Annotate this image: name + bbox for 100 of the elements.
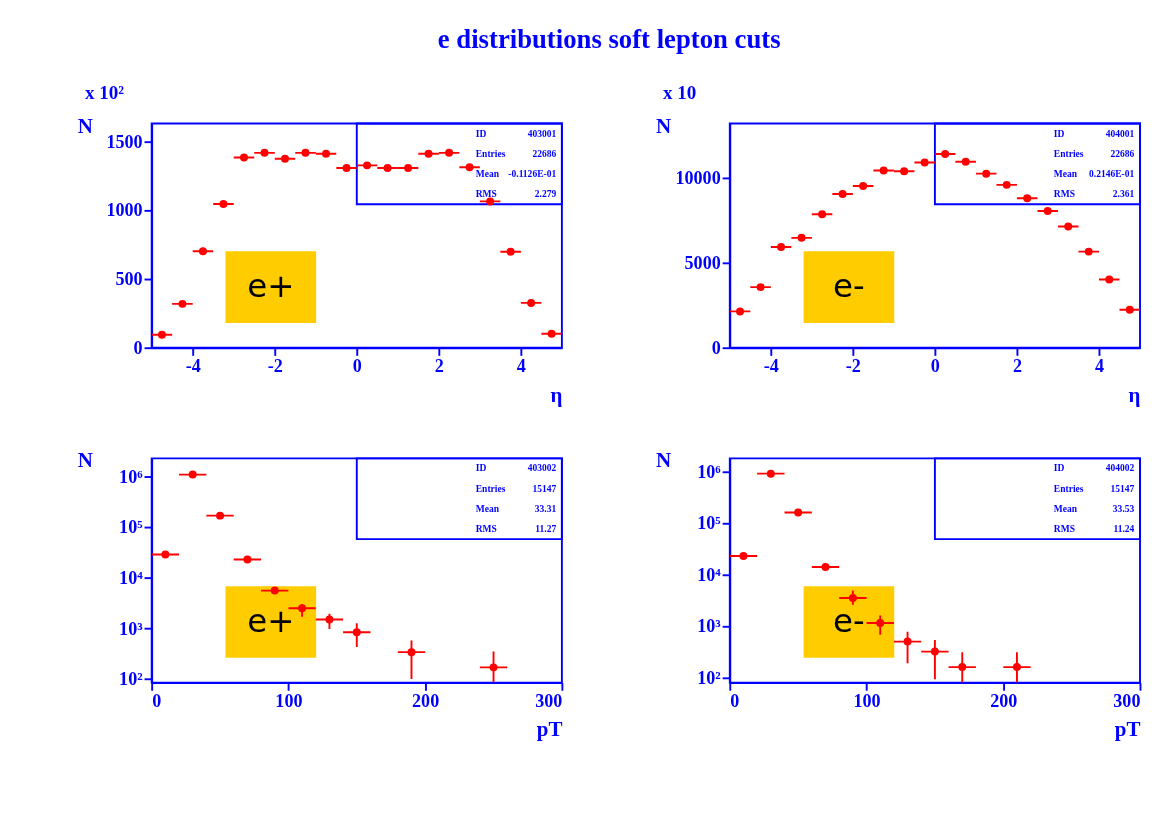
y-tick-label: 10³ [697,616,722,637]
point [239,153,248,162]
y-axis-title: N [77,448,94,473]
y-tick-label: 0 [711,337,721,358]
annotation: ID [1053,463,1065,474]
point [404,164,413,172]
y-tick-label: 10000 [675,168,721,189]
x-axis-title: pT [536,717,563,742]
point [486,197,495,206]
x-tick-label: -2 [845,356,861,377]
x-tick-label: -2 [267,356,283,377]
annotation: 404001 [1105,128,1135,139]
point [219,200,228,208]
y-tick-label: 10⁵ [697,513,722,534]
point [342,164,351,172]
y-axis-title: N [77,113,94,138]
point [1002,180,1011,189]
point [1125,305,1134,314]
y-tick-label: 0 [133,337,143,358]
annotation: 0.2146E-01 [1089,168,1135,179]
point [322,149,331,158]
x-axis-title: η [550,382,563,407]
point [157,330,166,339]
annotation: Mean [475,503,500,514]
y-tick-label: 10⁵ [119,517,144,538]
x-tick-label: 200 [990,690,1018,711]
annotation: e+ [247,601,295,640]
annotation: e- [833,601,865,640]
x-tick-label: 200 [412,690,440,711]
point [1064,222,1073,231]
annotation: 22686 [532,148,557,159]
annotation: Entries [475,148,506,159]
annotation: RMS [475,523,497,534]
annotation: Entries [1053,483,1084,494]
x-tick-label: 0 [730,690,740,711]
point [736,307,745,316]
annotation: e+ [247,266,295,305]
annotation: ID [475,463,487,474]
annotation: e- [833,266,865,305]
annotation: 15147 [1110,483,1135,494]
point [838,190,847,199]
annotation: Mean [1053,168,1078,179]
point [301,148,310,157]
annotation: RMS [1053,189,1076,200]
chart-title: e distributions soft lepton cuts [437,24,781,55]
annotation: 33.53 [1112,503,1135,514]
x-tick-label: -4 [763,356,779,377]
x-tick-label: 4 [516,356,526,377]
annotation: 403002 [527,463,557,474]
y-tick-label: 1000 [106,200,143,221]
x-tick-label: -4 [185,356,201,377]
point [363,161,372,170]
annotation: RMS [1053,523,1076,534]
point [281,154,289,163]
annotation: Mean [475,168,500,179]
x-axis-title: η [1128,382,1141,407]
point [900,167,909,176]
point [1043,207,1052,216]
annotation: 22686 [1110,148,1135,159]
point [756,283,765,292]
annotation: 15147 [532,483,557,494]
point [941,149,950,158]
y-tick-label: 1500 [106,131,143,152]
text: x 10² [84,81,125,103]
point [859,182,868,191]
point [547,329,556,338]
annotation: ID [1053,128,1065,139]
y-axis-title: N [655,448,672,473]
point [527,298,536,307]
x-tick-label: 0 [352,356,362,377]
point [879,166,888,175]
point [424,149,433,158]
y-tick-label: 10⁴ [119,568,144,589]
point [818,210,827,219]
annotation: RMS [475,189,497,200]
x-tick-label: 0 [930,356,940,377]
x-tick-label: 300 [535,690,563,711]
x-tick-label: 300 [1113,690,1141,711]
annotation: ID [475,128,487,139]
point [198,247,207,256]
annotation: 2.361 [1112,189,1135,200]
annotation: Mean [1053,503,1078,514]
annotation: 11.24 [1113,523,1135,534]
y-tick-label: 5000 [684,253,721,274]
x-tick-label: 0 [152,690,162,711]
y-axis-title: N [655,113,672,138]
annotation: 2.279 [534,189,557,200]
point [1023,194,1032,203]
point [506,247,515,256]
x-tick-label: 4 [1094,356,1104,377]
point [178,299,187,308]
y-tick-label: 10³ [119,618,144,639]
y-tick-label: 500 [115,269,143,290]
y-tick-label: 10² [119,669,143,690]
y-tick-label: 10² [697,667,721,688]
point [260,148,269,157]
y-tick-label: 10⁴ [697,564,722,585]
point [777,243,786,252]
point [1084,247,1093,256]
point [961,157,970,166]
